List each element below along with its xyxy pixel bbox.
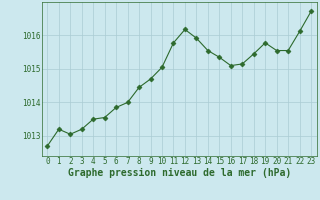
X-axis label: Graphe pression niveau de la mer (hPa): Graphe pression niveau de la mer (hPa)	[68, 168, 291, 178]
